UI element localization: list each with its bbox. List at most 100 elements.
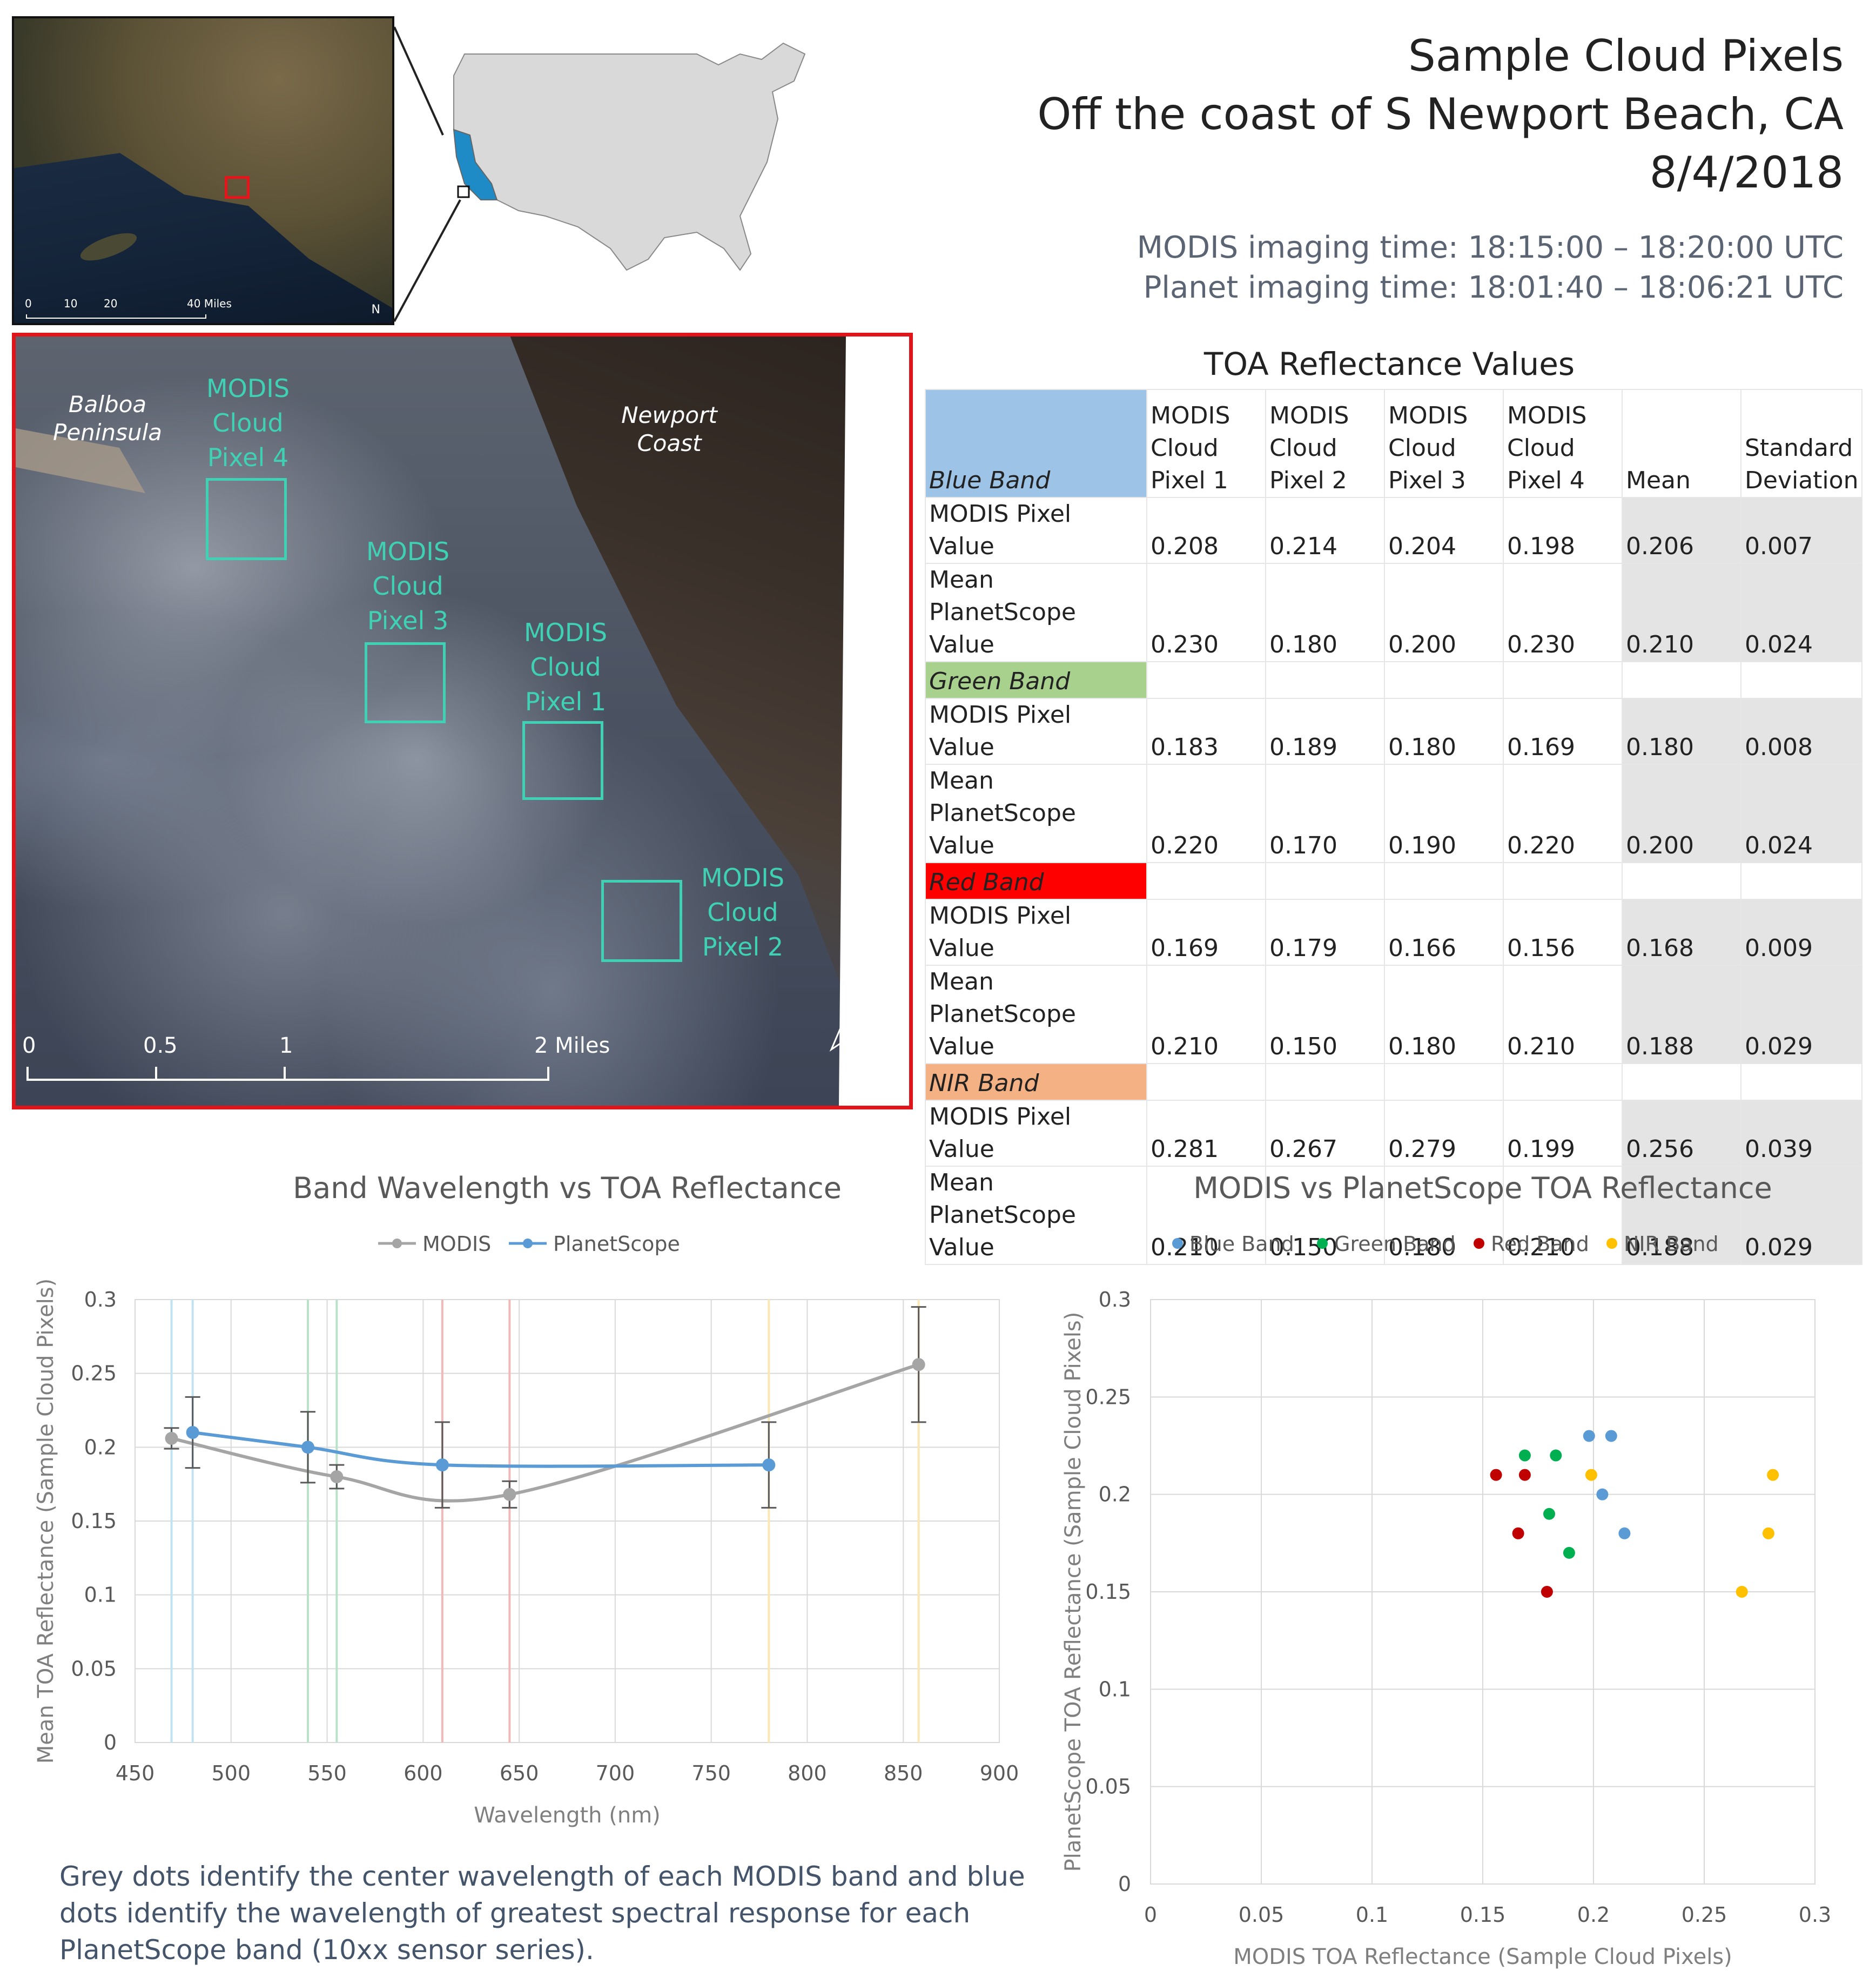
y-tick-label: 0.1: [1099, 1677, 1131, 1701]
column-header: MODIS Cloud Pixel 2: [1265, 389, 1385, 498]
north-arrow-icon: [829, 1010, 866, 1052]
table-cell: 0.188: [1622, 1166, 1741, 1265]
column-header: MODIS Cloud Pixel 4: [1503, 389, 1623, 498]
x-tick-label: 0.3: [1799, 1903, 1831, 1927]
us-locator-map: [394, 26, 806, 322]
data-point: [301, 1441, 314, 1454]
table-cell: 0.220: [1503, 764, 1623, 863]
cloud-pixel-3-box: [365, 642, 446, 723]
toa-table: Blue Band MODIS Cloud Pixel 1 MODIS Cloud …: [925, 389, 1863, 1265]
data-point: [1605, 1430, 1617, 1442]
table-row: Mean PlanetScope Value 0.230 0.180 0.200 0.2…: [925, 563, 1863, 662]
data-point: [165, 1431, 178, 1445]
legend-label: Red Band: [1491, 1232, 1589, 1256]
column-header: Standard Deviation: [1740, 389, 1863, 498]
table-cell: 0.170: [1265, 764, 1385, 863]
row-label: Mean PlanetScope Value: [925, 1166, 1147, 1265]
page-title: Sample Cloud Pixels: [1408, 31, 1844, 81]
data-point: [1762, 1527, 1774, 1539]
table-cell: 0.024: [1740, 563, 1863, 662]
california-highlight: [453, 129, 498, 200]
table-cell: 0.169: [1503, 698, 1623, 765]
column-header: [1384, 1063, 1504, 1101]
table-cell: 0.168: [1622, 899, 1741, 966]
column-header: [1503, 661, 1623, 699]
x-axis-label: Wavelength (nm): [474, 1803, 661, 1828]
place-label-balboa: Balboa Peninsula: [53, 391, 162, 446]
x-tick-label: 700: [596, 1761, 635, 1785]
y-tick-label: 0.25: [1085, 1385, 1131, 1409]
band-name-cell: Blue Band: [925, 389, 1147, 498]
column-header: [1740, 661, 1863, 699]
place-label-newport: Newport Coast: [621, 402, 717, 456]
x-tick-label: 450: [116, 1761, 155, 1785]
chart-caption: Grey dots identify the center wavelength…: [59, 1861, 1025, 1966]
data-point: [435, 1458, 449, 1472]
inset-scale-label: 10: [64, 297, 78, 310]
table-cell: 0.007: [1740, 497, 1863, 564]
y-axis-label: Mean TOA Reflectance (Sample Cloud Pixel…: [33, 1279, 58, 1764]
x-tick-label: 0.25: [1682, 1903, 1727, 1927]
legend-marker: [1606, 1238, 1617, 1249]
cloud-pixel-2-box: [601, 880, 682, 962]
x-tick-label: 500: [212, 1761, 251, 1785]
x-tick-label: 0.05: [1239, 1903, 1285, 1927]
scale-label: 1: [279, 1033, 293, 1058]
table-cell: 0.210: [1146, 1166, 1266, 1265]
scale-label: 0.5: [143, 1033, 178, 1058]
data-point: [1585, 1469, 1597, 1481]
plot-area: [1150, 1299, 1816, 1885]
callout-line: [394, 26, 444, 136]
scale-tick: [284, 1067, 286, 1081]
data-point: [1543, 1508, 1555, 1520]
y-tick-label: 0: [1118, 1872, 1131, 1896]
table-row: Mean PlanetScope Value 0.220 0.170 0.190 0.2…: [925, 764, 1863, 863]
x-tick-label: 600: [404, 1761, 443, 1785]
column-header: [1503, 1063, 1623, 1101]
table-cell: 0.180: [1384, 1166, 1504, 1265]
column-header: [1622, 862, 1741, 900]
data-point: [1490, 1469, 1502, 1481]
data-point: [1618, 1527, 1631, 1539]
inset-scale-bar: [26, 314, 206, 319]
x-tick-label: 0: [1144, 1903, 1157, 1927]
table-cell: 0.188: [1622, 965, 1741, 1064]
column-header: [1740, 862, 1863, 900]
table-cell: 0.029: [1740, 965, 1863, 1064]
inset-scale-label: 0: [25, 297, 32, 310]
y-tick-label: 0.05: [1085, 1775, 1131, 1799]
table-cell: 0.180: [1384, 698, 1504, 765]
legend-marker: [1172, 1238, 1183, 1249]
table-row: MODIS Pixel Value 0.169 0.179 0.166 0.156 0.1…: [925, 899, 1863, 966]
row-label: MODIS Pixel Value: [925, 899, 1147, 966]
callout-line: [394, 199, 461, 322]
column-header: [1265, 1063, 1385, 1101]
band-header-row: NIR Band: [925, 1063, 1863, 1101]
y-tick-label: 0: [104, 1731, 117, 1754]
cloud-pixel-1-label: MODIS Cloud Pixel 1: [523, 618, 608, 716]
y-tick-label: 0.25: [71, 1362, 117, 1385]
table-cell: 0.169: [1146, 899, 1266, 966]
column-header: MODIS Cloud Pixel 3: [1384, 389, 1504, 498]
table-row: MODIS Pixel Value 0.281 0.267 0.279 0.199 0.2…: [925, 1100, 1863, 1167]
column-header: [1384, 661, 1504, 699]
x-tick-label: 900: [980, 1761, 1019, 1785]
data-point: [1736, 1586, 1748, 1598]
table-cell: 0.180: [1265, 563, 1385, 662]
column-header: [1265, 862, 1385, 900]
planet-time: Planet imaging time: 18:01:40 – 18:06:21…: [1143, 270, 1844, 305]
image-edge: [839, 337, 909, 1106]
row-label: MODIS Pixel Value: [925, 497, 1147, 564]
band-name-cell: Green Band: [925, 661, 1147, 699]
legend-label: Blue Band: [1189, 1232, 1294, 1256]
table-cell: 0.150: [1265, 965, 1385, 1064]
chart-title: Band Wavelength vs TOA Reflectance: [293, 1171, 842, 1205]
table-cell: 0.024: [1740, 764, 1863, 863]
table-cell: 0.198: [1503, 497, 1623, 564]
cloud-pixel-3-label: MODIS Cloud Pixel 3: [366, 537, 450, 635]
north-label: N: [840, 1055, 856, 1079]
row-label: Mean PlanetScope Value: [925, 965, 1147, 1064]
table-cell: 0.204: [1384, 497, 1504, 564]
y-tick-label: 0.2: [1099, 1483, 1131, 1506]
table-cell: 0.199: [1503, 1100, 1623, 1167]
